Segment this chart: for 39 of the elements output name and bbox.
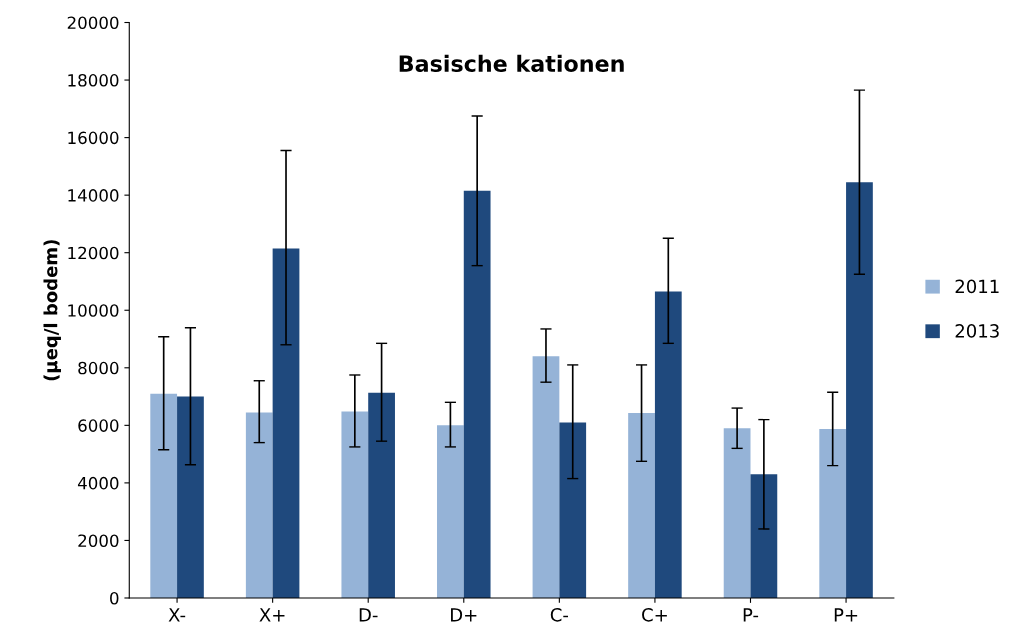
bar — [559, 422, 587, 598]
y-axis-title: (µeq/l bodem) — [43, 240, 61, 381]
y-tick-label: 20000 — [67, 16, 119, 30]
bar — [654, 291, 682, 598]
bar — [272, 248, 300, 598]
bar — [532, 356, 560, 598]
y-tick-label: 4000 — [77, 476, 119, 490]
y-tick-label: 18000 — [68, 74, 119, 87]
x-tick-label: D- — [359, 608, 378, 622]
bar — [177, 396, 204, 598]
y-tick-label: 10000 — [68, 304, 119, 317]
legend-label: 2011 — [955, 279, 999, 294]
x-tick-label: P+ — [834, 608, 858, 622]
bar — [463, 190, 491, 598]
x-tick-label: C- — [550, 608, 569, 622]
x-tick-label: X- — [168, 608, 186, 622]
x-tick-label: P- — [743, 608, 759, 622]
bar — [750, 474, 778, 598]
y-tick-label: 14000 — [68, 189, 119, 202]
bar — [437, 425, 464, 598]
x-tick-label: C+ — [642, 608, 667, 622]
x-tick-label: X+ — [259, 608, 285, 622]
y-tick-label: 0 — [110, 591, 119, 605]
legend-label: 2013 — [955, 324, 999, 338]
bar — [368, 392, 395, 598]
bar — [245, 412, 273, 598]
y-tick-label: 8000 — [78, 361, 119, 375]
bar — [628, 412, 655, 598]
y-tick-label: 2000 — [78, 534, 119, 548]
y-tick-label: 6000 — [78, 419, 119, 432]
y-tick-label: 16000 — [68, 131, 119, 145]
bar — [846, 182, 873, 598]
bar — [150, 393, 178, 598]
y-tick-label: 12000 — [68, 246, 119, 260]
x-tick-label: D+ — [451, 608, 477, 622]
bar — [819, 429, 847, 598]
bar — [723, 428, 751, 598]
text: Basische kationen — [399, 54, 624, 73]
bar — [341, 411, 369, 598]
